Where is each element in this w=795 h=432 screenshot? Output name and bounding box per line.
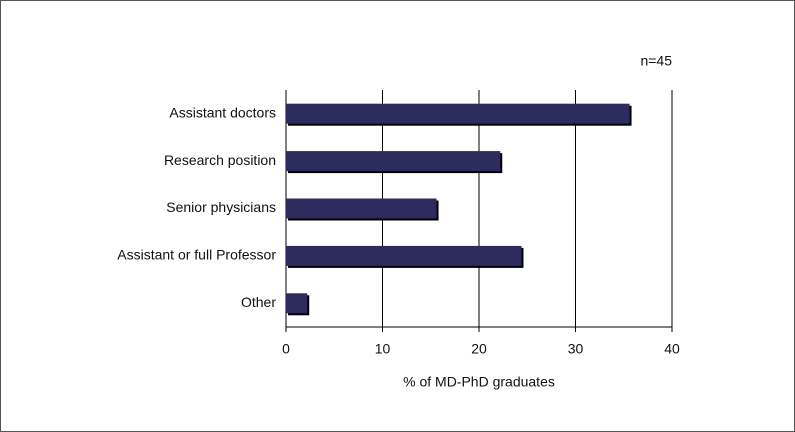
x-tick-label: 20 [471,341,487,357]
x-tick-label: 0 [282,341,290,357]
bar [286,151,501,172]
bar [286,245,522,266]
bar [286,293,308,314]
x-tick-label: 10 [375,341,391,357]
bar [286,198,437,219]
x-tick-label: 40 [664,341,680,357]
y-tick-label: Research position [164,152,276,168]
bar [286,103,630,124]
y-tick-label: Senior physicians [166,199,276,215]
annotation: n=45 [640,53,672,69]
x-tick-label: 30 [568,341,584,357]
y-tick-label: Assistant doctors [169,104,276,120]
y-tick-label: Other [241,294,276,310]
y-tick-label: Assistant or full Professor [117,247,276,263]
x-axis-label: % of MD-PhD graduates [403,374,555,390]
